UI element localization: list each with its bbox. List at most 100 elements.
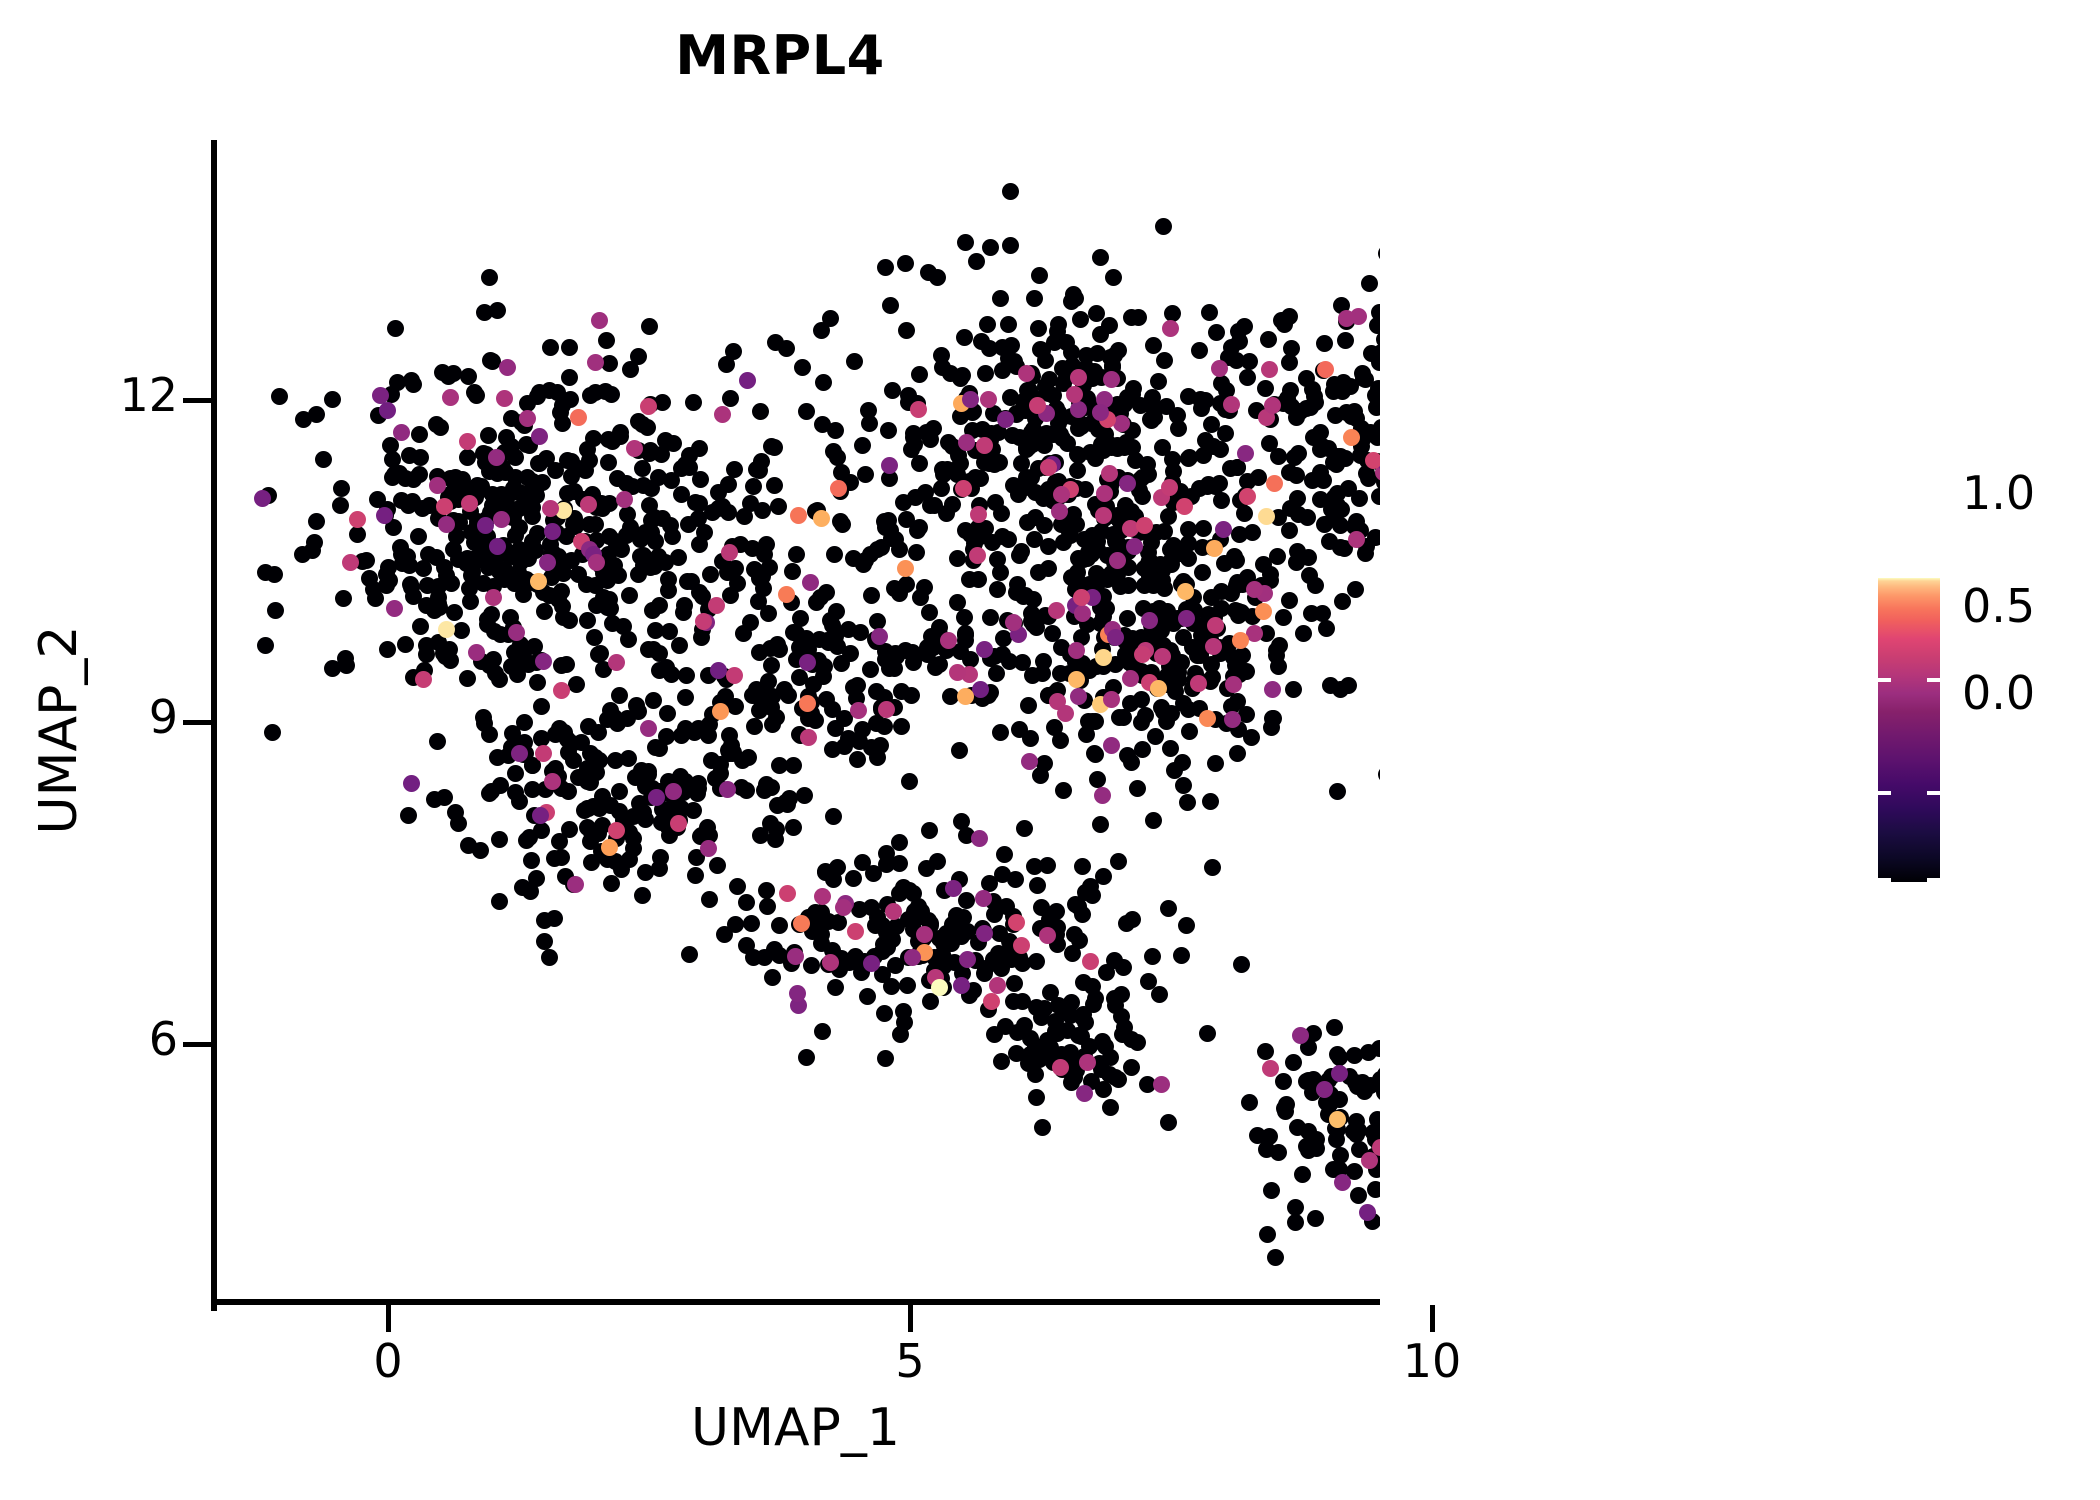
scatter-point (891, 833, 909, 851)
scatter-point (660, 582, 678, 599)
scatter-point (483, 783, 501, 801)
scatter-point (375, 507, 393, 525)
scatter-point (613, 541, 630, 559)
scatter-point (725, 342, 743, 360)
scatter-point (812, 510, 830, 528)
scatter-point (1091, 403, 1109, 421)
scatter-point (863, 586, 881, 604)
scatter-point (952, 976, 970, 994)
scatter-point (982, 993, 1000, 1011)
scatter-point (1051, 731, 1069, 749)
scatter-point (745, 477, 763, 495)
scatter-point (498, 429, 516, 447)
scatter-point (978, 316, 996, 334)
scatter-point (639, 398, 657, 416)
scatter-point (450, 550, 468, 568)
scatter-point (869, 613, 887, 631)
scatter-point (850, 702, 868, 720)
scatter-point (701, 566, 719, 584)
scatter-point (771, 641, 789, 659)
scatter-point (931, 655, 949, 673)
scatter-point (881, 297, 899, 315)
scatter-point (883, 381, 901, 399)
scatter-point (845, 679, 863, 697)
scatter-point (1026, 290, 1044, 308)
scatter-point (1132, 714, 1150, 732)
scatter-point (1206, 616, 1224, 634)
scatter-point (1129, 779, 1147, 797)
scatter-point (357, 551, 375, 569)
scatter-point (1347, 530, 1365, 548)
scatter-point (890, 585, 908, 603)
scatter-point (795, 787, 813, 805)
scatter-point (673, 460, 691, 478)
scatter-point (1153, 439, 1171, 456)
scatter-point (1002, 236, 1020, 254)
scatter-point (996, 846, 1014, 864)
scatter-point (1020, 439, 1038, 457)
scatter-point (751, 826, 769, 844)
y-tick-mark (183, 398, 211, 403)
scatter-point (719, 475, 737, 493)
scatter-point (481, 463, 499, 481)
scatter-point (314, 450, 332, 468)
scatter-point (1237, 444, 1255, 462)
scatter-point (601, 796, 619, 814)
scatter-point (1261, 361, 1279, 378)
scatter-point (881, 470, 899, 488)
scatter-point (1292, 1026, 1310, 1044)
scatter-point (570, 566, 588, 584)
scatter-point (1093, 787, 1111, 805)
scatter-point (1065, 925, 1083, 943)
scatter-point (956, 608, 974, 626)
scatter-point (857, 466, 875, 484)
y-tick-mark (183, 1042, 211, 1047)
scatter-point (1133, 646, 1151, 664)
scatter-point (308, 406, 326, 424)
scatter-point (323, 660, 341, 678)
scatter-point (578, 441, 596, 459)
scatter-point (525, 638, 543, 656)
scatter-point (991, 723, 1009, 741)
scatter-point (1046, 1023, 1064, 1041)
scatter-point (1255, 602, 1273, 620)
scatter-plot-area[interactable] (217, 140, 1380, 1299)
x-tick-mark (386, 1305, 391, 1332)
scatter-point (1131, 396, 1149, 414)
scatter-point (1097, 963, 1115, 981)
scatter-point (535, 932, 553, 950)
scatter-point (709, 857, 727, 875)
scatter-point (618, 709, 636, 727)
scatter-point (675, 597, 693, 615)
scatter-point (862, 955, 880, 973)
scatter-point (952, 813, 970, 831)
scatter-point (1243, 523, 1261, 541)
scatter-point (331, 497, 349, 515)
scatter-point (536, 603, 554, 621)
scatter-point (672, 767, 690, 785)
scatter-point (829, 479, 847, 497)
scatter-point (1240, 1094, 1258, 1112)
scatter-point (1307, 577, 1325, 595)
scatter-point (840, 953, 858, 971)
scatter-point (1068, 462, 1086, 480)
scatter-point (438, 620, 456, 638)
scatter-point (854, 437, 872, 455)
scatter-point (270, 388, 288, 406)
scatter-point (1028, 952, 1046, 970)
scatter-point (658, 658, 676, 676)
scatter-point (462, 593, 480, 611)
scatter-point (1013, 937, 1031, 955)
scatter-point (1230, 333, 1248, 351)
scatter-point (993, 1052, 1011, 1070)
scatter-point (880, 457, 898, 475)
scatter-point (656, 431, 674, 449)
scatter-point (876, 513, 894, 531)
scatter-point (1089, 770, 1107, 788)
scatter-point (996, 1017, 1014, 1035)
scatter-point (930, 978, 948, 996)
scatter-point (1263, 396, 1281, 414)
scatter-point (506, 764, 524, 782)
scatter-point (968, 252, 986, 270)
